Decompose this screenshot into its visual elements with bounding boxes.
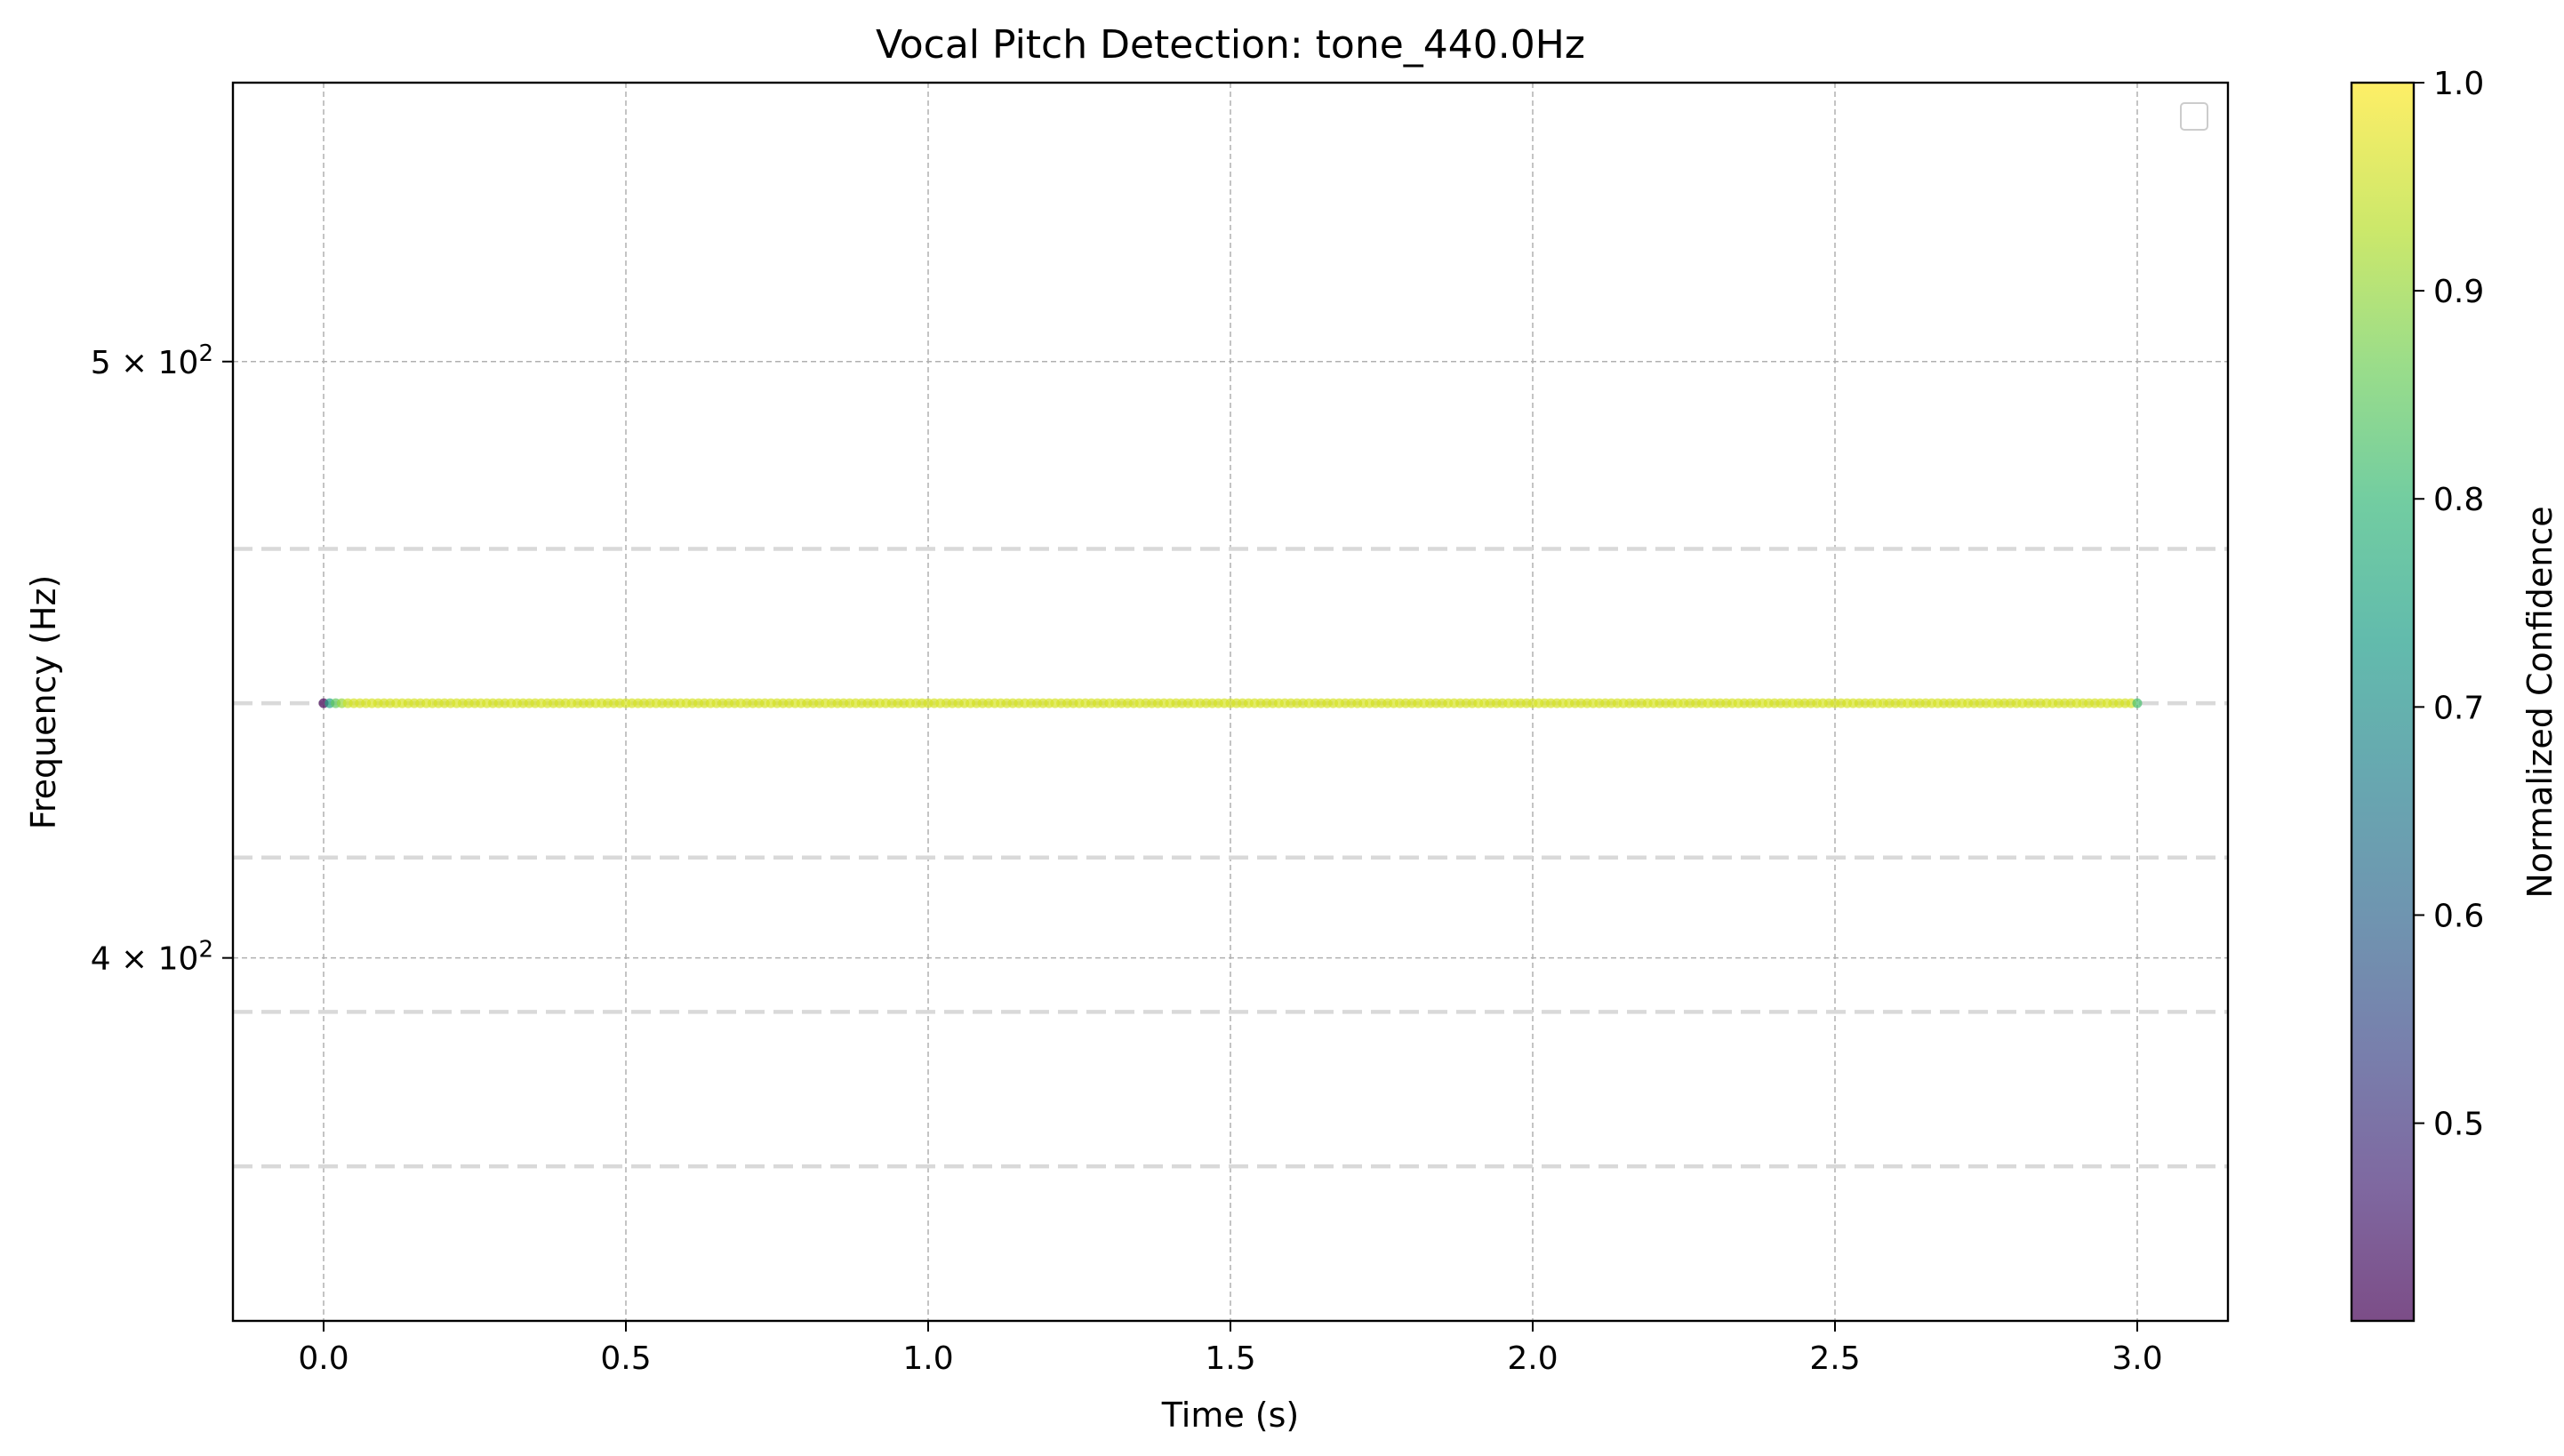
- y-axis-label: Frequency (Hz): [24, 575, 63, 830]
- colorbar: [2352, 83, 2414, 1321]
- colorbar-ticks: 0.5 0.6 0.7 0.8 0.9 1.0: [2414, 66, 2484, 1143]
- colorbar-tick-label: 0.6: [2433, 898, 2484, 934]
- x-tick-label: 1.5: [1205, 1340, 1255, 1377]
- grid: [233, 83, 2228, 1321]
- colorbar-tick-label: 0.5: [2433, 1107, 2484, 1143]
- x-axis: 0.0 0.5 1.0 1.5 2.0 2.5 3.0: [298, 1321, 2163, 1377]
- colorbar-tick-label: 0.9: [2433, 274, 2484, 310]
- x-tick-label: 0.0: [298, 1340, 349, 1377]
- y-tick-label-exponent: 2: [198, 340, 213, 367]
- colorbar-tick-label: 1.0: [2433, 66, 2484, 102]
- x-tick-label: 1.0: [902, 1340, 953, 1377]
- x-tick-label: 2.0: [1507, 1340, 1558, 1377]
- colorbar-tick-label: 0.7: [2433, 690, 2484, 726]
- x-tick-label: 2.5: [1809, 1340, 1860, 1377]
- y-tick-label-base: 5 × 10: [91, 345, 199, 381]
- colorbar-label: Normalized Confidence: [2520, 506, 2560, 898]
- x-axis-label: Time (s): [1161, 1396, 1300, 1435]
- colorbar-tick-label: 0.8: [2433, 482, 2484, 518]
- colorbar-frame: [2350, 81, 2416, 1323]
- legend-box[interactable]: [2180, 102, 2208, 131]
- y-tick-label: 4 × 102: [91, 937, 213, 978]
- x-tick-label: 0.5: [600, 1340, 651, 1377]
- chart-title: Vocal Pitch Detection: tone_440.0Hz: [876, 22, 1585, 68]
- data-points: [318, 698, 2143, 708]
- x-tick-label: 3.0: [2111, 1340, 2162, 1377]
- y-tick-label-base: 4 × 10: [91, 941, 199, 978]
- y-tick-label-exponent: 2: [198, 937, 213, 964]
- y-tick-label: 5 × 102: [91, 340, 213, 381]
- data-point: [2132, 698, 2143, 708]
